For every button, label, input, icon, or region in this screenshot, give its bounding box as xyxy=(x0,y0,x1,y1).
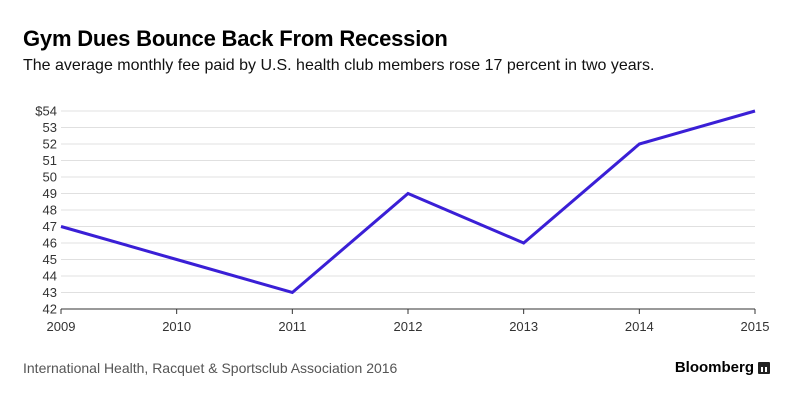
x-tick-label: 2014 xyxy=(625,319,654,334)
brand-name: Bloomberg xyxy=(674,359,754,376)
y-tick-label: 47 xyxy=(43,219,57,234)
x-tick-label: 2012 xyxy=(394,319,423,334)
chart-subtitle: The average monthly fee paid by U.S. hea… xyxy=(23,57,655,74)
y-tick-label: $54 xyxy=(35,104,57,119)
y-tick-label: 46 xyxy=(43,236,57,251)
bloomberg-logo-icon xyxy=(758,361,770,374)
y-tick-label: 43 xyxy=(43,285,57,300)
y-tick-label: 50 xyxy=(43,170,57,185)
x-tick-label: 2010 xyxy=(162,319,191,334)
series-line xyxy=(60,109,756,295)
y-tick-label: 42 xyxy=(43,302,57,317)
y-tick-label: 49 xyxy=(43,186,57,201)
source-note: International Health, Racquet & Sportscl… xyxy=(23,360,398,376)
y-tick-label: 44 xyxy=(43,269,57,284)
y-tick-label: 45 xyxy=(43,252,57,267)
y-tick-label: 51 xyxy=(43,153,57,168)
x-tick-label: 2013 xyxy=(509,319,538,334)
chart-title: Gym Dues Bounce Back From Recession xyxy=(23,26,448,51)
brand-logo: Bloomberg xyxy=(675,359,770,376)
y-tick-label: 53 xyxy=(43,120,57,135)
y-tick-label: 48 xyxy=(43,203,57,218)
x-tick-label: 2009 xyxy=(47,319,76,334)
x-tick-label: 2011 xyxy=(278,319,306,334)
y-tick-label: 52 xyxy=(43,137,57,152)
x-tick-label: 2015 xyxy=(741,319,770,334)
